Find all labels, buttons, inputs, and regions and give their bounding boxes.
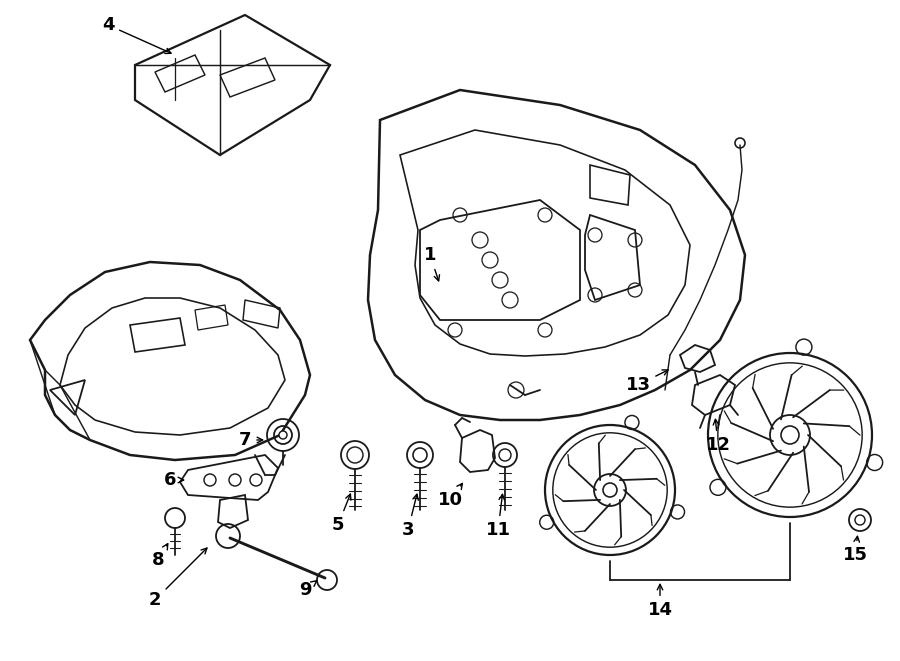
Circle shape bbox=[855, 515, 865, 525]
Text: 1: 1 bbox=[424, 246, 439, 281]
Text: 14: 14 bbox=[647, 584, 672, 619]
Text: 6: 6 bbox=[164, 471, 184, 489]
Text: 5: 5 bbox=[332, 494, 351, 534]
Text: 10: 10 bbox=[437, 483, 463, 509]
Text: 15: 15 bbox=[842, 536, 868, 564]
Text: 2: 2 bbox=[148, 548, 207, 609]
Text: 12: 12 bbox=[706, 419, 731, 454]
Text: 8: 8 bbox=[152, 544, 167, 569]
Text: 7: 7 bbox=[238, 431, 263, 449]
Text: 4: 4 bbox=[102, 16, 171, 54]
Text: 11: 11 bbox=[485, 494, 510, 539]
Text: 3: 3 bbox=[401, 494, 419, 539]
Circle shape bbox=[781, 426, 799, 444]
Circle shape bbox=[279, 431, 287, 439]
Circle shape bbox=[603, 483, 617, 497]
Text: 9: 9 bbox=[299, 580, 317, 599]
Text: 13: 13 bbox=[626, 370, 668, 394]
